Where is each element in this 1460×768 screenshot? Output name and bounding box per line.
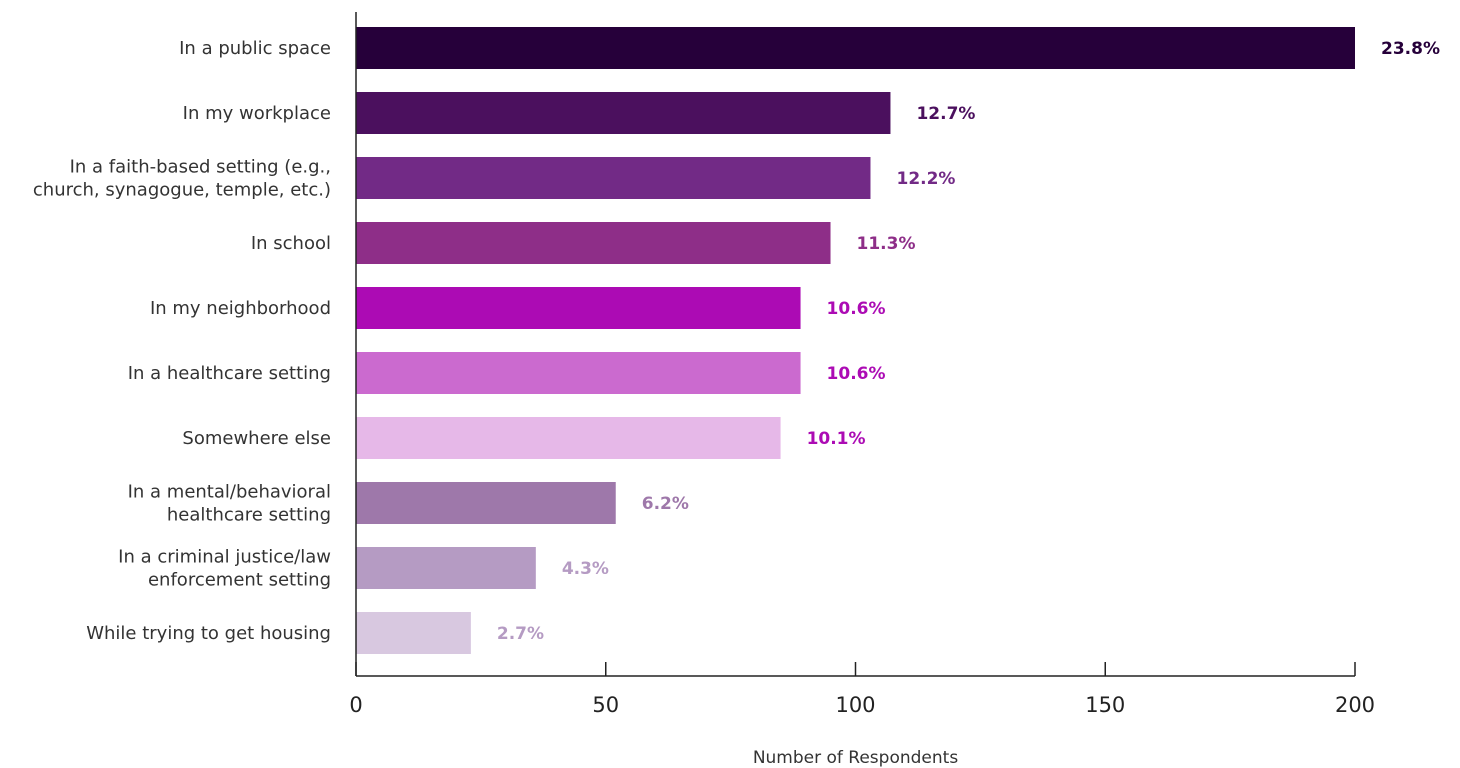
data-label: 12.2% bbox=[896, 169, 955, 189]
category-label: While trying to get housing bbox=[86, 623, 331, 644]
data-label: 11.3% bbox=[857, 234, 916, 254]
bar bbox=[356, 547, 536, 589]
bar bbox=[356, 417, 781, 459]
bar bbox=[356, 287, 801, 329]
category-label: In a healthcare setting bbox=[128, 363, 331, 384]
bar bbox=[356, 157, 871, 199]
x-axis-ticks: 0 50 100 150 200 bbox=[349, 662, 1375, 717]
data-label: 4.3% bbox=[562, 559, 609, 579]
category-label: In my neighborhood bbox=[150, 298, 331, 319]
data-label: 10.6% bbox=[827, 299, 886, 319]
data-label: 10.6% bbox=[827, 364, 886, 384]
category-label: In a public space bbox=[179, 38, 331, 59]
bar bbox=[356, 482, 616, 524]
bar bbox=[356, 352, 801, 394]
x-tick-label: 100 bbox=[835, 693, 875, 717]
category-label: Somewhere else bbox=[182, 428, 331, 449]
bar bbox=[356, 222, 831, 264]
category-labels: In a public space In my workplace In a fai… bbox=[33, 38, 331, 644]
bar bbox=[356, 612, 471, 654]
category-label: In a criminal justice/law enforcement set… bbox=[118, 547, 331, 591]
bars-group bbox=[356, 27, 1355, 654]
x-tick-label: 50 bbox=[592, 693, 619, 717]
bar bbox=[356, 92, 891, 134]
category-label: In a mental/behavioral healthcare setting bbox=[128, 482, 331, 526]
value-labels: 23.8% 12.7% 12.2% 11.3% 10.6% 10.6% 10.1% 6.2% 4… bbox=[497, 39, 1440, 644]
data-label: 10.1% bbox=[807, 429, 866, 449]
data-label: 12.7% bbox=[916, 104, 975, 124]
bar bbox=[356, 27, 1355, 69]
x-tick-label: 0 bbox=[349, 693, 362, 717]
data-label: 23.8% bbox=[1381, 39, 1440, 59]
category-label: In my workplace bbox=[183, 103, 331, 124]
data-label: 2.7% bbox=[497, 624, 544, 644]
x-tick-label: 200 bbox=[1335, 693, 1375, 717]
x-axis-title: Number of Respondents bbox=[753, 748, 959, 768]
category-label: In a faith-based setting (e.g., church, s… bbox=[33, 157, 331, 201]
category-label: In school bbox=[251, 233, 331, 254]
data-label: 6.2% bbox=[642, 494, 689, 514]
x-tick-label: 150 bbox=[1085, 693, 1125, 717]
